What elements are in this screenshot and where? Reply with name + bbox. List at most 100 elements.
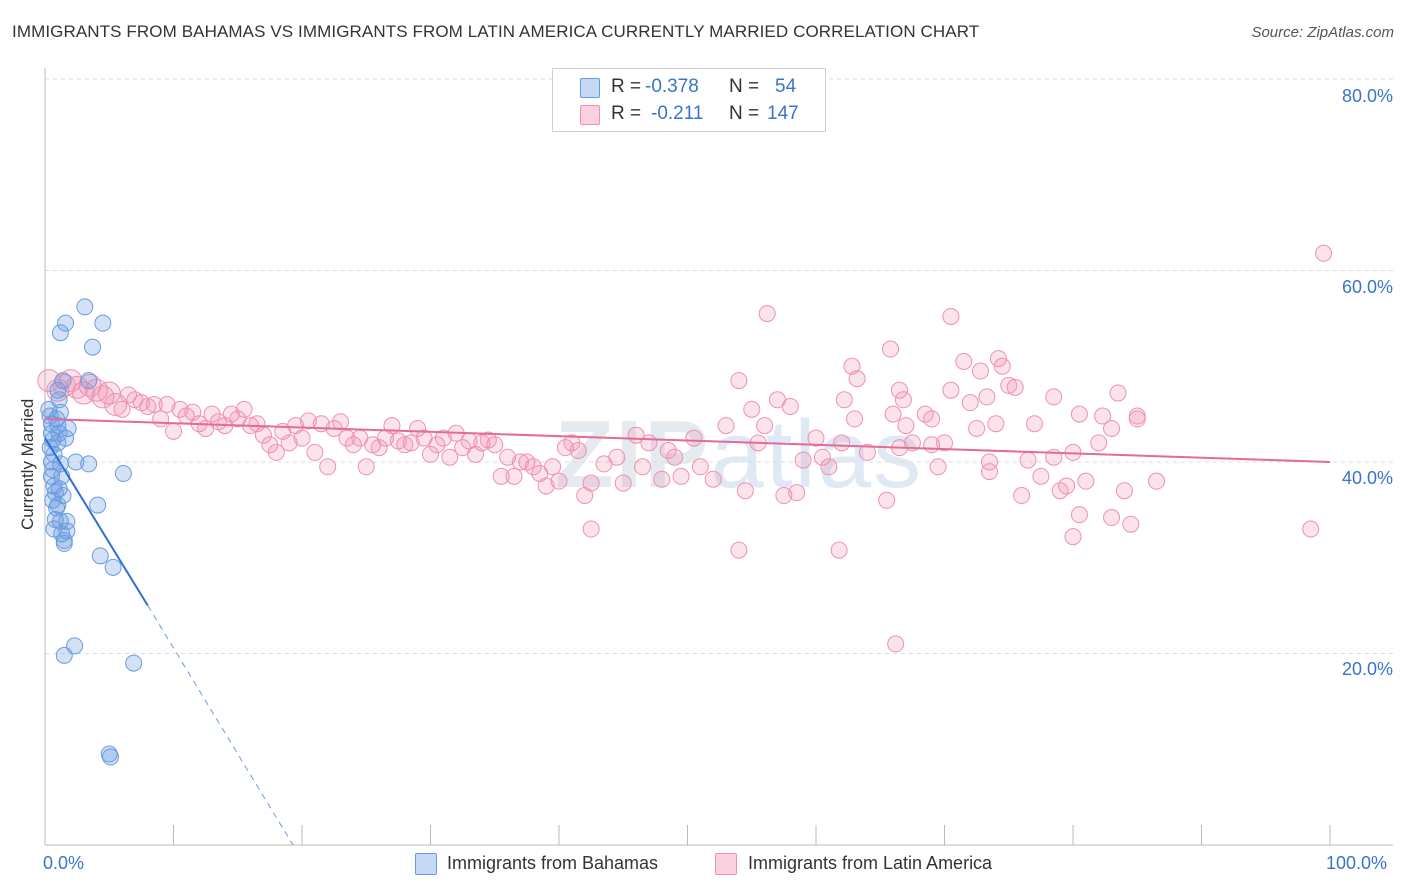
latin-america-point bbox=[441, 448, 459, 466]
latin-america-point bbox=[550, 472, 568, 490]
latin-america-point bbox=[704, 470, 722, 488]
latin-america-point bbox=[971, 362, 989, 380]
latin-america-point bbox=[884, 405, 902, 423]
bahamas-point bbox=[91, 547, 109, 565]
legend-swatch-bahamas bbox=[415, 853, 437, 875]
latin-america-point bbox=[370, 439, 388, 457]
latin-america-point bbox=[511, 453, 529, 471]
bahamas-point bbox=[57, 429, 75, 447]
latin-america-point bbox=[659, 442, 677, 460]
latin-america-point bbox=[987, 415, 1005, 433]
latin-america-point bbox=[319, 458, 337, 476]
latin-america-point bbox=[235, 400, 253, 418]
bahamas-trend-extension bbox=[147, 605, 294, 846]
latin-america-point bbox=[1058, 477, 1076, 495]
latin-america-point bbox=[171, 400, 189, 418]
latin-america-point bbox=[267, 443, 285, 461]
latin-america-point bbox=[299, 412, 317, 430]
bahamas-point bbox=[54, 372, 72, 390]
latin-america-point bbox=[882, 340, 900, 358]
bahamas-point bbox=[51, 512, 69, 530]
legend-swatch-latin-america bbox=[715, 853, 737, 875]
bahamas-point bbox=[54, 487, 72, 505]
x-tick-label-max: 100.0% bbox=[1326, 853, 1388, 873]
latin-america-point bbox=[903, 434, 921, 452]
latin-america-point bbox=[1122, 515, 1140, 533]
latin-america-point bbox=[544, 458, 562, 476]
latin-america-point bbox=[830, 541, 848, 559]
chart-title: IMMIGRANTS FROM BAHAMAS VS IMMIGRANTS FR… bbox=[12, 22, 980, 41]
y-axis-label: Currently Married bbox=[18, 398, 37, 530]
latin-america-point bbox=[666, 448, 684, 466]
latin-america-point bbox=[891, 381, 909, 399]
latin-america-point bbox=[717, 417, 735, 435]
latin-america-point bbox=[1128, 407, 1146, 425]
latin-america-point bbox=[1115, 482, 1133, 500]
latin-america-point bbox=[344, 436, 362, 454]
latin-america-point bbox=[980, 463, 998, 481]
latin-america-point bbox=[569, 442, 587, 460]
latin-america-point bbox=[145, 396, 163, 414]
latin-america-point bbox=[1064, 528, 1082, 546]
latin-america-point bbox=[672, 467, 690, 485]
legend-label-bahamas: Immigrants from Bahamas bbox=[447, 853, 659, 873]
latin-america-point bbox=[1109, 384, 1127, 402]
latin-america-point bbox=[794, 451, 812, 469]
y-tick-label: 40.0% bbox=[1341, 468, 1393, 488]
latin-america-point bbox=[820, 458, 838, 476]
legend-n-label: N = bbox=[729, 76, 760, 97]
legend-r-label: R = bbox=[611, 103, 642, 124]
latin-america-point bbox=[833, 434, 851, 452]
bahamas-trend-line bbox=[44, 437, 149, 607]
latin-america-point bbox=[1045, 388, 1063, 406]
latin-america-point bbox=[961, 394, 979, 412]
y-tick-label: 80.0% bbox=[1341, 86, 1393, 106]
latin-america-point bbox=[980, 453, 998, 471]
latin-america-point bbox=[428, 436, 446, 454]
latin-america-point bbox=[887, 635, 905, 653]
bahamas-point bbox=[114, 464, 132, 482]
bahamas-point bbox=[42, 467, 60, 485]
latin-america-point bbox=[942, 381, 960, 399]
bahamas-point bbox=[67, 453, 85, 471]
bahamas-point bbox=[100, 745, 118, 763]
latin-america-point bbox=[1070, 405, 1088, 423]
latin-america-point bbox=[158, 396, 176, 414]
latin-america-point bbox=[1077, 472, 1095, 490]
latin-america-point bbox=[582, 520, 600, 538]
x-tick-label-min: 0.0% bbox=[43, 853, 85, 873]
latin-america-point bbox=[730, 541, 748, 559]
latin-america-point bbox=[505, 467, 523, 485]
latin-america-point bbox=[848, 370, 866, 388]
latin-america-point bbox=[139, 397, 157, 415]
bahamas-point bbox=[55, 646, 73, 664]
latin-america-point bbox=[781, 397, 799, 415]
latin-america-point bbox=[524, 458, 542, 476]
latin-america-point bbox=[1302, 520, 1320, 538]
latin-america-point bbox=[332, 413, 350, 431]
latin-america-point bbox=[968, 419, 986, 437]
latin-america-point bbox=[858, 443, 876, 461]
watermark-zip: ZIP bbox=[555, 401, 711, 508]
bahamas-point bbox=[53, 525, 71, 543]
latin-america-point bbox=[878, 491, 896, 509]
latin-america-point bbox=[91, 385, 115, 409]
latin-america-point bbox=[422, 445, 439, 463]
y-tick-label: 60.0% bbox=[1341, 277, 1393, 297]
legend-n-label: N = bbox=[729, 103, 760, 124]
latin-america-point bbox=[894, 391, 912, 409]
bahamas-point bbox=[84, 338, 102, 356]
latin-america-point bbox=[923, 436, 941, 454]
latin-america-point bbox=[897, 417, 915, 435]
legend-n-value: 54 bbox=[775, 76, 797, 97]
latin-america-point bbox=[846, 410, 864, 428]
legend-row-bahamas: R = -0.378 N = 54 bbox=[553, 76, 825, 102]
latin-america-point bbox=[608, 448, 626, 466]
bahamas-point bbox=[102, 748, 120, 766]
latin-america-point bbox=[1070, 506, 1088, 524]
latin-america-point bbox=[807, 429, 825, 447]
latin-america-point bbox=[486, 436, 504, 454]
latin-america-point bbox=[989, 350, 1007, 368]
latin-america-point bbox=[357, 458, 375, 476]
latin-america-point bbox=[582, 474, 600, 492]
